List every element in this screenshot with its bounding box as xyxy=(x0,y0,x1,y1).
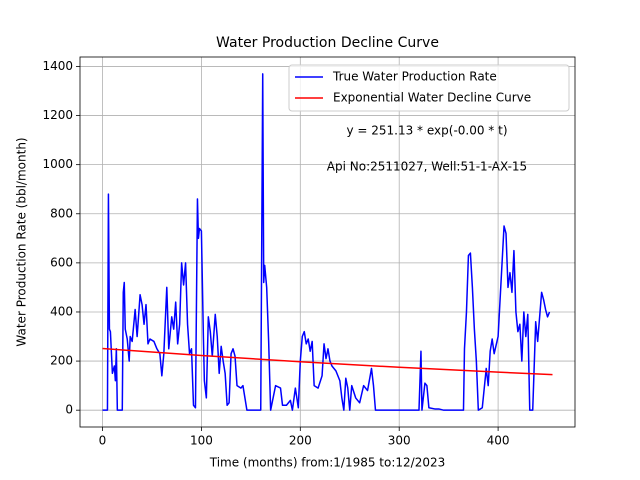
annotation: y = 251.13 * exp(-0.00 * t) xyxy=(346,124,507,138)
x-tick-label: 0 xyxy=(99,434,107,448)
legend-label: Exponential Water Decline Curve xyxy=(333,91,531,105)
y-tick-label: 1000 xyxy=(42,157,73,171)
y-tick-label: 200 xyxy=(50,354,73,368)
legend-box xyxy=(288,64,570,112)
x-tick-label: 200 xyxy=(289,434,312,448)
data-line xyxy=(102,347,553,376)
x-tick-label: 300 xyxy=(388,434,411,448)
y-axis-label: Water Production Rate (bbl/month) xyxy=(15,137,29,346)
y-tick-label: 0 xyxy=(65,403,73,417)
y-tick-label: 1400 xyxy=(42,59,73,73)
x-tick-label: 400 xyxy=(487,434,510,448)
chart-title: Water Production Decline Curve xyxy=(216,35,439,51)
y-tick-label: 1200 xyxy=(42,108,73,122)
legend-label: True Water Production Rate xyxy=(332,70,497,84)
y-tick-label: 800 xyxy=(50,206,73,220)
y-tick-label: 400 xyxy=(50,304,73,318)
y-tick-label: 600 xyxy=(50,255,73,269)
x-tick-label: 100 xyxy=(190,434,213,448)
x-axis-label: Time (months) from:1/1985 to:12/2023 xyxy=(209,456,446,470)
plot-frame xyxy=(79,56,576,428)
annotation: Api No:2511027, Well:51-1-AX-15 xyxy=(327,160,527,174)
data-line xyxy=(102,73,551,411)
